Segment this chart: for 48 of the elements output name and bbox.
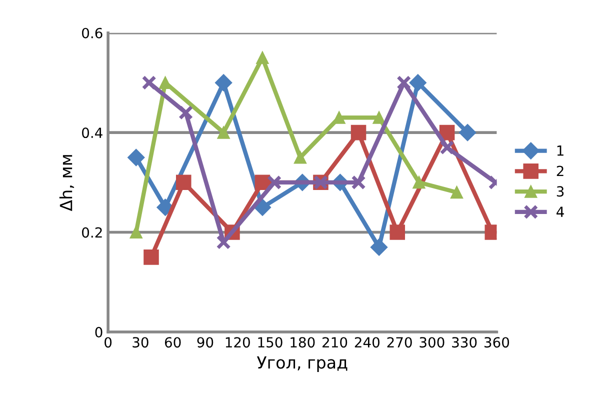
point bbox=[216, 234, 231, 250]
x-tick-label: 210 bbox=[322, 337, 348, 348]
point bbox=[254, 198, 271, 216]
x-tick-label: 360 bbox=[484, 337, 510, 348]
point bbox=[450, 186, 464, 199]
point bbox=[459, 124, 476, 142]
y-axis-title: Δh, мм bbox=[59, 155, 74, 212]
point bbox=[256, 52, 269, 64]
legend-label: 2 bbox=[556, 166, 564, 176]
point bbox=[390, 224, 406, 240]
x-tick-label: 120 bbox=[226, 337, 250, 348]
y-tick-label: 0.2 bbox=[82, 227, 102, 238]
point bbox=[396, 75, 412, 90]
y-tick-label: 0.6 bbox=[82, 28, 102, 38]
x-tick-label: 180 bbox=[290, 337, 315, 348]
x-tick-label: 150 bbox=[258, 337, 282, 348]
x-tick-label: 60 bbox=[164, 337, 181, 348]
y-tick-label: 0.4 bbox=[82, 128, 102, 138]
point bbox=[156, 198, 174, 216]
x-tick-label: 90 bbox=[197, 337, 214, 348]
legend-label: 3 bbox=[556, 186, 564, 197]
legend-label: 1 bbox=[557, 146, 564, 156]
point bbox=[440, 140, 454, 155]
point bbox=[142, 75, 156, 90]
x-axis-title: Угол, град bbox=[256, 356, 348, 372]
legend-label: 4 bbox=[556, 206, 564, 217]
point bbox=[350, 124, 366, 140]
x-tick-label: 300 bbox=[420, 337, 444, 348]
y-tick-label: 0 bbox=[95, 326, 102, 338]
x-tick-label: 0 bbox=[104, 337, 112, 348]
point bbox=[178, 105, 194, 120]
point bbox=[130, 226, 142, 239]
point bbox=[372, 111, 386, 124]
point bbox=[128, 148, 145, 166]
point bbox=[267, 175, 282, 190]
point bbox=[412, 176, 426, 189]
point bbox=[215, 74, 232, 92]
point bbox=[351, 175, 366, 190]
point bbox=[217, 126, 230, 139]
point bbox=[144, 250, 159, 265]
point bbox=[370, 238, 388, 256]
point bbox=[176, 174, 192, 190]
point bbox=[294, 151, 306, 164]
x-tick-label: 240 bbox=[354, 337, 380, 348]
x-tick-label: 330 bbox=[452, 337, 477, 348]
point bbox=[409, 74, 426, 92]
x-tick-label: 270 bbox=[387, 337, 412, 348]
x-tick-label: 30 bbox=[132, 337, 148, 348]
